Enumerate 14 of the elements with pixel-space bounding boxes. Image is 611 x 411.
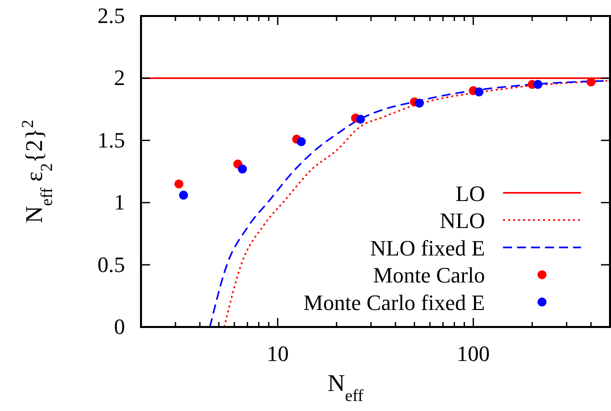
y-tick-label: 0 [114,314,125,339]
y-tick-label: 1 [114,190,125,215]
x-tick-label: 100 [456,341,490,366]
x-tick-label: 10 [266,341,289,366]
legend-label: Monte Carlo [373,262,485,288]
x-axis-title: N$_{eff}$ [328,371,364,404]
legend-label: NLO [440,208,485,234]
y-tick-label: 1.5 [98,127,125,152]
y-tick-label: 0.5 [98,252,125,277]
legend-label: Monte Carlo fixed E [304,290,485,315]
y-tick-label: 2 [114,65,125,90]
y-tick-label: 2.5 [98,3,125,28]
legend-label: NLO fixed E [370,235,485,260]
legend-label: LO [456,180,485,206]
